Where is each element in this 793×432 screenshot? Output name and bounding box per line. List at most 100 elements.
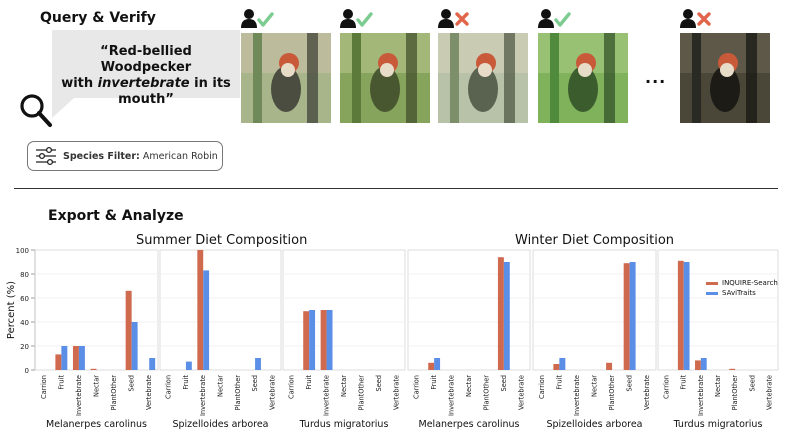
x-tick-label-4-Fruit: Fruit bbox=[430, 375, 438, 390]
x-tick-label-3-Vertebrate: Vertebrate bbox=[392, 375, 400, 410]
x-tick-label-5-Seed: Seed bbox=[626, 375, 634, 391]
species-label-3: Turdus migratorius bbox=[299, 419, 389, 430]
verifier-badge-1[interactable] bbox=[241, 8, 275, 30]
bar-savitraits-2-Invertebrate bbox=[203, 270, 210, 370]
query-line-3: mouth” bbox=[118, 92, 174, 107]
bar-inquire-3-Fruit bbox=[303, 311, 310, 370]
x-tick-label-3-PlantOther: PlantOther bbox=[357, 375, 365, 411]
bar-savitraits-2-Fruit bbox=[185, 361, 192, 370]
verifier-badge-2[interactable] bbox=[340, 8, 374, 30]
query-text: “Red-bellied Woodpecker with invertebrat… bbox=[56, 44, 236, 108]
bar-savitraits-3-Fruit bbox=[309, 310, 316, 370]
query-bubble bbox=[52, 30, 240, 98]
x-tick-label-5-Carrion: Carrion bbox=[538, 375, 546, 399]
bar-inquire-6-PlantOther bbox=[729, 368, 736, 370]
x-tick-label-5-Vertebrate: Vertebrate bbox=[643, 375, 651, 410]
panel-frame-2 bbox=[159, 249, 282, 371]
bar-inquire-1-Seed bbox=[125, 290, 132, 370]
verifier-badge-3[interactable] bbox=[438, 8, 472, 30]
x-tick-label-2-Invertebrate: Invertebrate bbox=[199, 375, 207, 416]
x-tick-label-1-Nectar: Nectar bbox=[93, 375, 101, 397]
panel-frame-4 bbox=[407, 249, 531, 371]
verifier-badge-4[interactable] bbox=[538, 8, 572, 30]
diet-composition-charts: 0 20 40 60 80 100 Percent (%) Carrion Fruit Inver… bbox=[6, 247, 779, 430]
x-tick-label-6-Nectar: Nectar bbox=[714, 375, 722, 397]
bar-savitraits-4-Fruit bbox=[434, 358, 441, 370]
bar-inquire-6-Invertebrate bbox=[695, 360, 701, 370]
bar-inquire-5-Seed bbox=[623, 263, 630, 370]
bar-inquire-1-Invertebrate bbox=[72, 346, 79, 370]
winter-chart-title: Winter Diet Composition bbox=[515, 233, 675, 248]
legend-swatch-savitraits bbox=[706, 291, 718, 295]
x-tick-label-1-Fruit: Fruit bbox=[57, 375, 65, 390]
result-photo-3[interactable] bbox=[438, 33, 528, 123]
x-tick-label-2-Fruit: Fruit bbox=[182, 375, 190, 390]
x-tick-label-5-Nectar: Nectar bbox=[591, 375, 599, 397]
y-tick-label-20: 20 bbox=[20, 343, 29, 351]
x-tick-label-6-Vertebrate: Vertebrate bbox=[765, 375, 773, 410]
legend-swatch-inquire bbox=[706, 281, 718, 285]
verifier-badge-5[interactable] bbox=[680, 8, 714, 30]
legend-label-inquire: INQUIRE-Search bbox=[722, 279, 778, 287]
legend-item-inquire: INQUIRE-Search bbox=[706, 278, 778, 288]
bar-savitraits-1-Seed bbox=[131, 322, 138, 370]
bar-inquire-6-Fruit bbox=[677, 260, 684, 370]
bar-savitraits-1-Invertebrate bbox=[78, 346, 85, 370]
x-tick-label-3-Fruit: Fruit bbox=[305, 375, 313, 390]
bar-savitraits-6-Fruit bbox=[683, 262, 690, 370]
y-tick-label-60: 60 bbox=[20, 295, 29, 303]
legend-item-savitraits: SAviTraits bbox=[706, 288, 778, 298]
x-tick-label-2-Carrion: Carrion bbox=[165, 375, 173, 399]
x-tick-label-6-Invertebrate: Invertebrate bbox=[697, 375, 705, 416]
species-label-6: Turdus migratorius bbox=[673, 419, 763, 430]
result-photo-1[interactable] bbox=[241, 33, 331, 123]
x-tick-label-4-Carrion: Carrion bbox=[413, 375, 421, 399]
species-filter-label: Species Filter: bbox=[63, 150, 140, 162]
bar-inquire-4-Fruit bbox=[428, 362, 435, 370]
bar-savitraits-1-Fruit bbox=[61, 346, 68, 370]
y-tick-label-80: 80 bbox=[20, 271, 29, 279]
bar-inquire-5-PlantOther bbox=[606, 362, 613, 370]
x-tick-label-4-Seed: Seed bbox=[500, 375, 508, 391]
x-tick-label-1-Carrion: Carrion bbox=[40, 375, 48, 399]
query-verify-title: Query & Verify bbox=[40, 10, 156, 26]
query-bubble-tail bbox=[52, 98, 74, 118]
bar-savitraits-2-Seed bbox=[255, 358, 261, 370]
result-photo-2[interactable] bbox=[340, 33, 430, 123]
query-line-2-post: in its bbox=[189, 76, 231, 91]
y-tick-label-40: 40 bbox=[20, 319, 29, 327]
bar-inquire-5-Fruit bbox=[553, 364, 560, 370]
x-tick-label-4-PlantOther: PlantOther bbox=[482, 375, 490, 411]
summer-chart-title: Summer Diet Composition bbox=[136, 233, 308, 248]
x-tick-label-6-PlantOther: PlantOther bbox=[731, 375, 739, 411]
query-line-2-emphasis: invertebrate bbox=[97, 76, 190, 91]
bar-inquire-2-Invertebrate bbox=[197, 250, 204, 370]
species-label-4: Melanerpes carolinus bbox=[419, 419, 520, 430]
query-line-1: “Red-bellied Woodpecker bbox=[100, 44, 192, 75]
x-tick-label-4-Invertebrate: Invertebrate bbox=[448, 375, 456, 416]
bar-savitraits-1-Vertebrate bbox=[149, 358, 156, 370]
x-tick-label-6-Fruit: Fruit bbox=[680, 375, 688, 390]
x-tick-label-5-Fruit: Fruit bbox=[555, 375, 563, 390]
result-photo-5[interactable] bbox=[680, 33, 770, 123]
bar-inquire-4-Seed bbox=[497, 257, 504, 370]
x-tick-label-5-Invertebrate: Invertebrate bbox=[573, 375, 581, 416]
export-analyze-title: Export & Analyze bbox=[48, 208, 184, 224]
bar-savitraits-5-Seed bbox=[629, 262, 636, 370]
chart-legend: INQUIRE-Search SAviTraits bbox=[706, 278, 778, 298]
x-tick-label-3-Seed: Seed bbox=[375, 375, 383, 391]
x-tick-label-2-Nectar: Nectar bbox=[217, 375, 225, 397]
x-tick-label-2-PlantOther: PlantOther bbox=[234, 375, 242, 411]
section-divider bbox=[14, 188, 778, 189]
panel-frame-5 bbox=[532, 249, 657, 371]
sliders-icon bbox=[36, 146, 56, 166]
x-tick-label-4-Vertebrate: Vertebrate bbox=[517, 375, 525, 410]
bar-inquire-1-Fruit bbox=[55, 354, 62, 370]
x-tick-label-2-Seed: Seed bbox=[251, 375, 259, 391]
x-tick-label-1-Seed: Seed bbox=[128, 375, 136, 391]
x-tick-label-3-Nectar: Nectar bbox=[340, 375, 348, 397]
species-filter[interactable]: Species Filter: American Robin bbox=[27, 141, 223, 171]
panel-frame-6 bbox=[657, 249, 779, 371]
result-photo-4[interactable] bbox=[538, 33, 628, 123]
search-icon[interactable] bbox=[18, 92, 54, 130]
